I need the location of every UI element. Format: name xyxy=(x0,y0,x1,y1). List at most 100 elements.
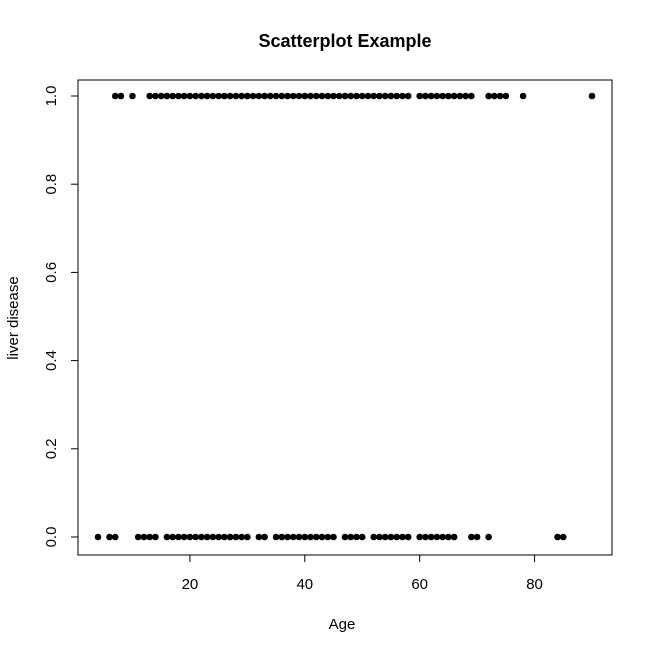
data-point xyxy=(290,533,297,541)
data-point xyxy=(376,533,383,541)
data-point xyxy=(519,92,527,100)
data-point xyxy=(295,92,303,100)
data-point xyxy=(278,92,286,100)
data-point xyxy=(404,533,412,541)
data-point xyxy=(203,533,211,541)
data-point xyxy=(152,92,159,100)
data-point xyxy=(439,533,446,541)
data-point xyxy=(330,533,337,541)
data-point xyxy=(301,92,309,100)
data-point xyxy=(341,92,349,100)
data-point xyxy=(278,533,286,541)
data-point xyxy=(347,92,355,100)
data-point xyxy=(255,92,263,100)
data-point xyxy=(209,533,217,541)
data-point xyxy=(146,92,153,100)
data-point xyxy=(370,533,378,541)
data-point xyxy=(468,533,475,541)
data-point xyxy=(554,533,561,541)
data-point xyxy=(376,92,383,100)
data-point xyxy=(169,92,176,100)
data-point xyxy=(94,533,102,541)
data-point xyxy=(353,92,360,100)
data-point xyxy=(261,92,268,100)
data-point xyxy=(427,92,435,100)
data-point xyxy=(226,533,234,541)
data-point xyxy=(192,533,199,541)
data-point xyxy=(318,92,326,100)
data-points xyxy=(94,92,596,541)
data-point xyxy=(588,92,596,100)
data-point xyxy=(284,533,291,541)
data-point xyxy=(203,92,211,100)
data-point xyxy=(422,92,429,100)
data-point xyxy=(468,92,475,100)
data-point xyxy=(163,92,171,100)
data-point xyxy=(381,92,389,100)
data-point xyxy=(215,92,222,100)
data-point xyxy=(244,533,251,541)
data-point xyxy=(324,533,332,541)
data-point xyxy=(267,92,274,100)
data-point xyxy=(358,533,366,541)
x-tick-label: 60 xyxy=(411,576,428,593)
data-point xyxy=(341,533,349,541)
data-point xyxy=(129,92,136,100)
y-tick-label: 0.2 xyxy=(43,438,60,459)
y-axis-label: liver disease xyxy=(5,276,22,359)
data-point xyxy=(238,533,245,541)
data-point xyxy=(559,533,567,541)
data-point xyxy=(416,533,423,541)
data-point xyxy=(152,533,159,541)
data-point xyxy=(496,92,504,100)
data-point xyxy=(485,533,492,541)
data-point xyxy=(175,533,182,541)
data-point xyxy=(192,92,199,100)
data-point xyxy=(399,92,406,100)
data-point xyxy=(433,92,441,100)
data-point xyxy=(393,92,400,100)
data-point xyxy=(272,92,280,100)
data-point xyxy=(244,92,251,100)
data-point xyxy=(180,92,188,100)
data-point xyxy=(232,92,240,100)
data-point xyxy=(209,92,217,100)
data-point xyxy=(399,533,406,541)
data-point xyxy=(221,92,228,100)
data-point xyxy=(358,92,366,100)
data-point xyxy=(312,92,320,100)
data-point xyxy=(232,533,240,541)
data-point xyxy=(261,533,268,541)
data-point xyxy=(301,533,309,541)
data-point xyxy=(186,533,194,541)
data-point xyxy=(272,533,280,541)
data-point xyxy=(324,92,332,100)
x-tick-label: 20 xyxy=(182,576,199,593)
data-point xyxy=(238,92,245,100)
data-point xyxy=(111,92,119,100)
data-point xyxy=(295,533,303,541)
data-point xyxy=(364,92,372,100)
data-point xyxy=(169,533,176,541)
data-point xyxy=(485,92,492,100)
data-point xyxy=(140,533,148,541)
data-point xyxy=(450,533,458,541)
data-point xyxy=(111,533,119,541)
data-point xyxy=(439,92,446,100)
data-point xyxy=(473,533,481,541)
data-point xyxy=(450,92,458,100)
data-point xyxy=(422,533,429,541)
data-point xyxy=(393,533,400,541)
data-point xyxy=(226,92,234,100)
data-point xyxy=(307,92,314,100)
data-point xyxy=(433,533,441,541)
data-point xyxy=(198,533,205,541)
y-axis: 0.0 0.2 0.4 0.6 0.8 1.0 xyxy=(43,86,79,547)
data-point xyxy=(117,92,125,100)
data-point xyxy=(387,92,395,100)
data-point xyxy=(462,92,469,100)
data-point xyxy=(284,92,291,100)
data-point xyxy=(318,533,326,541)
data-point xyxy=(180,533,188,541)
y-tick-label: 1.0 xyxy=(43,86,60,107)
